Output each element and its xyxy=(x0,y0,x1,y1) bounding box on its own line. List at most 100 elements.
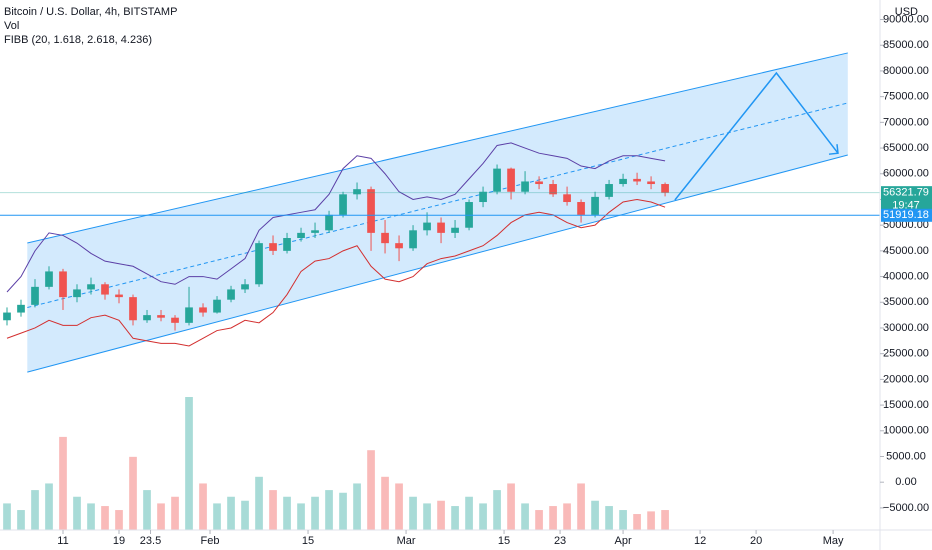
volume-bar xyxy=(17,510,25,530)
candle-body xyxy=(521,181,529,192)
volume-bar xyxy=(157,503,165,530)
volume-bar xyxy=(535,510,543,530)
price-label-box xyxy=(881,208,932,222)
candle-body xyxy=(479,191,487,203)
volume-bar xyxy=(269,490,277,530)
x-tick-label: 19 xyxy=(113,535,125,547)
chart-title: Bitcoin / U.S. Dollar, 4h, BITSTAMP xyxy=(4,6,177,18)
candle-body xyxy=(157,315,165,318)
volume-bar xyxy=(185,397,193,530)
price-label: 56321.79 xyxy=(883,187,929,199)
band-lower xyxy=(6,198,666,347)
volume-bar xyxy=(73,496,81,530)
candle-body xyxy=(423,222,431,231)
candle-body xyxy=(101,284,109,295)
y-tick-label: 35000.00 xyxy=(883,296,929,308)
candle-body xyxy=(395,243,403,249)
x-tick-label: 23 xyxy=(554,535,566,547)
volume-bar xyxy=(325,490,333,530)
candle-body xyxy=(619,178,627,185)
candle-body xyxy=(73,289,81,298)
candle-body xyxy=(367,189,375,233)
volume-bar xyxy=(283,496,291,530)
y-tick-label: 50000.00 xyxy=(883,219,929,231)
volume-bar xyxy=(31,490,39,530)
x-tick-label: 20 xyxy=(750,535,762,547)
volume-bar xyxy=(493,490,501,530)
candle-body xyxy=(409,230,417,249)
y-tick-label: 10000.00 xyxy=(883,425,929,437)
channel-mid xyxy=(27,102,848,309)
candle-body xyxy=(549,184,557,195)
volume-bar xyxy=(423,503,431,530)
candle-body xyxy=(143,315,151,321)
volume-bar xyxy=(241,500,249,530)
volume-bar xyxy=(409,496,417,530)
candle-body xyxy=(563,194,571,203)
candle-body xyxy=(199,307,207,313)
y-tick-label: 70000.00 xyxy=(883,116,929,128)
candle-body xyxy=(493,168,501,192)
candle-body xyxy=(325,214,333,231)
volume-bar xyxy=(465,496,473,530)
channel-lower xyxy=(27,154,848,373)
candle-body xyxy=(535,181,543,185)
volume-bar xyxy=(115,510,123,530)
volume-bar xyxy=(3,503,11,530)
y-tick-label: 15000.00 xyxy=(883,399,929,411)
candle-body xyxy=(353,189,361,195)
volume-bar xyxy=(367,450,375,530)
y-tick-label: 60000.00 xyxy=(883,168,929,180)
volume-bar xyxy=(395,483,403,530)
volume-bar xyxy=(507,483,515,530)
channel-upper xyxy=(27,52,848,244)
y-tick-label: 45000.00 xyxy=(883,245,929,257)
candle-body xyxy=(17,304,25,313)
candle-body xyxy=(269,243,277,251)
candle-body xyxy=(283,238,291,251)
candle-body xyxy=(661,184,669,193)
band-upper xyxy=(6,142,666,293)
x-tick-label: 23.5 xyxy=(140,535,161,547)
candle-body xyxy=(311,230,319,233)
volume-bar xyxy=(227,496,235,530)
volume-bar xyxy=(549,506,557,530)
candle-body xyxy=(45,271,53,287)
volume-bar xyxy=(437,500,445,530)
volume-bar xyxy=(619,510,627,530)
y-tick-label: 85000.00 xyxy=(883,39,929,51)
volume-bar xyxy=(171,496,179,530)
candle-body xyxy=(633,178,641,182)
volume-bar xyxy=(101,506,109,530)
volume-bar xyxy=(633,514,641,530)
volume-bar xyxy=(521,503,529,530)
indicator-label: Vol xyxy=(4,20,19,32)
candle-body xyxy=(87,284,95,290)
volume-bar xyxy=(591,500,599,530)
x-tick-label: Apr xyxy=(615,535,632,547)
x-tick-label: 15 xyxy=(498,535,510,547)
candle-body xyxy=(507,168,515,192)
candle-body xyxy=(339,194,347,215)
candle-body xyxy=(59,271,67,298)
x-tick-label: 15 xyxy=(302,535,314,547)
candle-body xyxy=(3,312,11,321)
volume-bar xyxy=(577,483,585,530)
volume-bar xyxy=(129,456,137,530)
countdown-label: 19:47 xyxy=(892,200,920,212)
candle-body xyxy=(31,286,39,305)
candle-body xyxy=(647,181,655,185)
x-tick-label: 11 xyxy=(57,535,68,547)
volume-bar xyxy=(339,492,347,530)
x-tick-label: May xyxy=(823,535,844,547)
y-tick-label: 20000.00 xyxy=(883,373,929,385)
candle-body xyxy=(241,284,249,290)
plot-area xyxy=(0,52,880,530)
y-tick-label: 40000.00 xyxy=(883,270,929,282)
currency-label: USD xyxy=(895,6,918,18)
volume-bar xyxy=(311,496,319,530)
volume-bar xyxy=(255,476,263,530)
